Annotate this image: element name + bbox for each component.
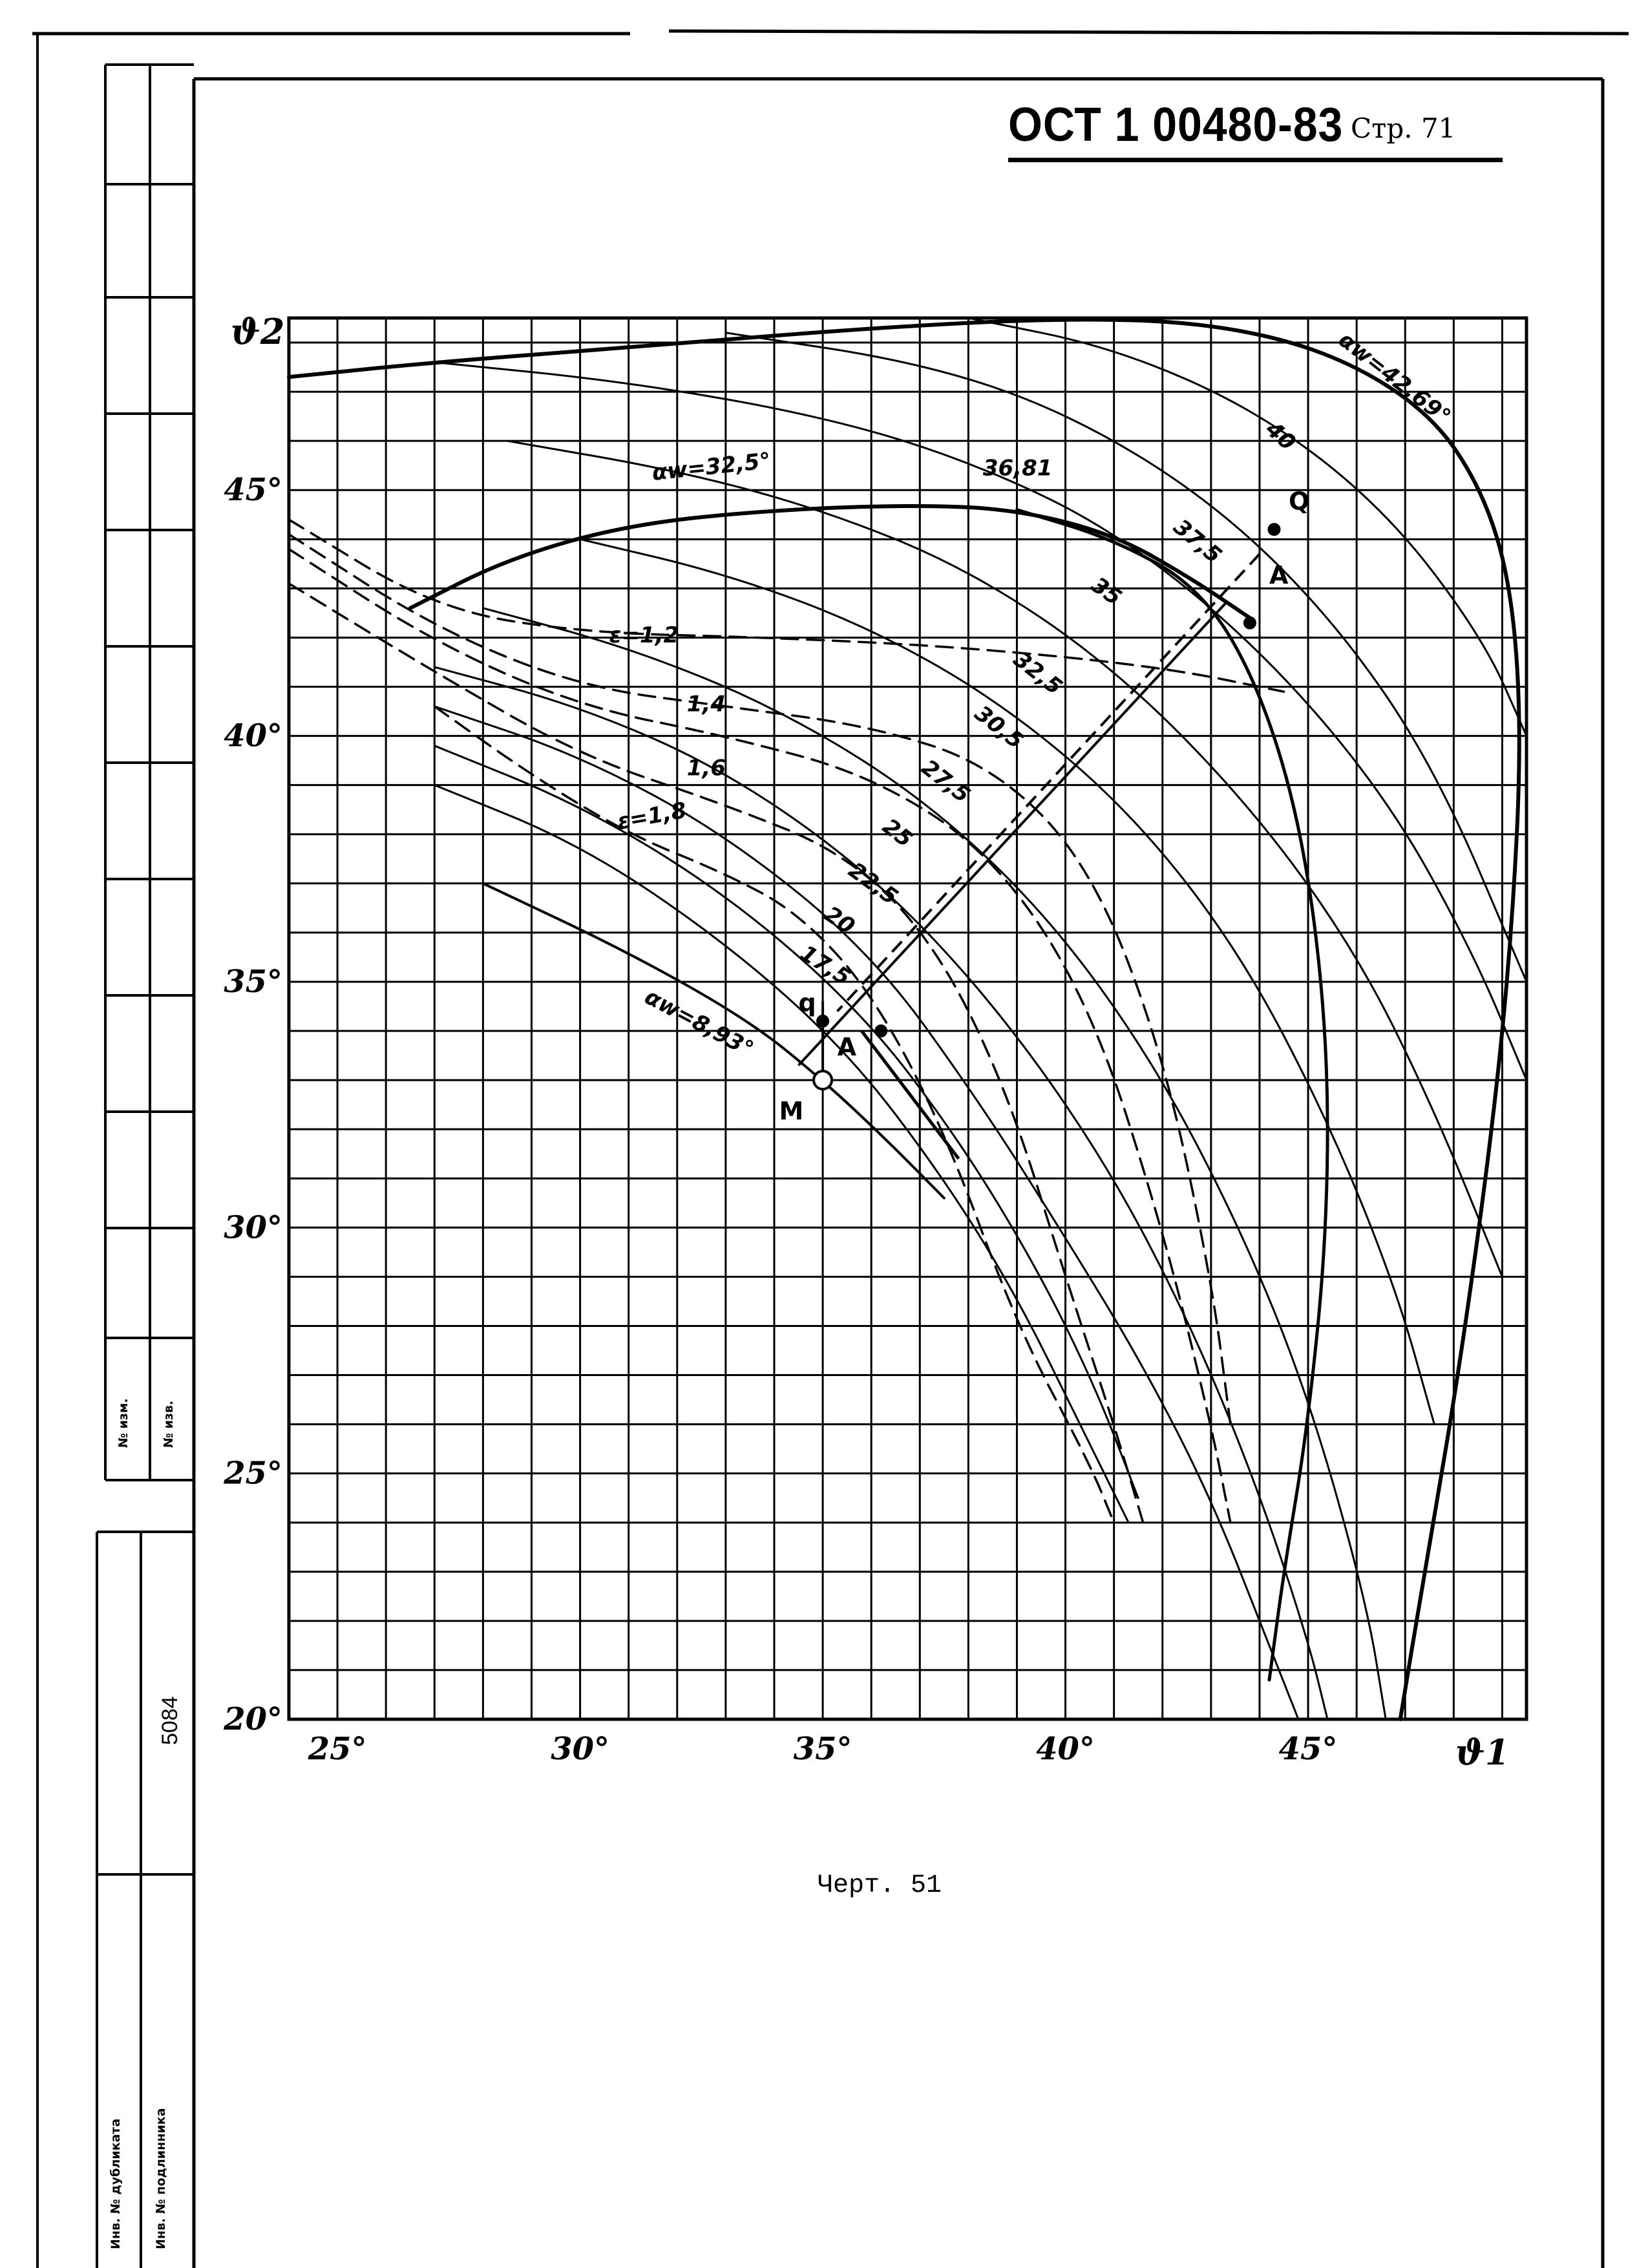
alpha-curve-13 xyxy=(287,317,1521,1721)
alpha-curve-6 xyxy=(579,538,1435,1426)
epsilon-curve-1 xyxy=(288,547,1232,1524)
epsilon-curve-label: 1,4 xyxy=(687,692,726,717)
point-marker xyxy=(1267,523,1281,536)
alpha-curve-label: αw=8,93° xyxy=(640,984,757,1063)
alpha-curve-2 xyxy=(433,745,1139,1500)
point-label: Q xyxy=(1289,487,1309,516)
point-label: A xyxy=(1269,561,1289,589)
x-tick-label: 40° xyxy=(1036,1731,1095,1767)
construction-line-3 xyxy=(860,1030,960,1160)
alpha-curve-8 xyxy=(433,361,1528,1081)
header-underline xyxy=(1008,158,1503,162)
epsilon-curve-4 xyxy=(288,533,1232,1426)
y-tick-label: 30° xyxy=(224,1209,282,1245)
alpha-curve-4 xyxy=(433,666,1329,1721)
alpha-curve-label: 20 xyxy=(819,901,860,940)
alpha-curve-10 xyxy=(967,317,1528,737)
alpha-curve-11 xyxy=(408,503,1252,620)
y-tick-label: 40° xyxy=(224,718,282,754)
y-axis-label: ϑ2 xyxy=(231,311,284,352)
plot-border xyxy=(287,316,1528,1721)
alpha-curve-3 xyxy=(433,705,1300,1721)
point-marker xyxy=(816,1014,830,1028)
y-tick-label: 35° xyxy=(224,964,282,1000)
alpha-curve-label: 37,5 xyxy=(1168,514,1227,569)
x-axis-label: ϑ1 xyxy=(1455,1732,1509,1773)
construction-line-0 xyxy=(836,553,1261,1012)
y-tick-label: 45° xyxy=(224,472,282,508)
x-tick-label: 30° xyxy=(551,1731,609,1767)
alpha-curve-label: 17,5 xyxy=(796,940,855,991)
epsilon-curve-3 xyxy=(433,705,1115,1524)
document-code: ОСТ 1 00480-83 xyxy=(1008,98,1344,151)
construction-line-1 xyxy=(798,602,1227,1066)
labels: αw=8,93°17,52022,52527,530,532,53537,540… xyxy=(223,311,1509,1773)
point-marker xyxy=(874,1024,888,1038)
point-marker xyxy=(812,1070,834,1091)
point-marker xyxy=(1243,616,1256,630)
epsilon-curve-label: 1,6 xyxy=(687,755,726,781)
x-tick-label: 25° xyxy=(308,1731,367,1767)
alpha-curve-label: 25 xyxy=(878,814,918,853)
point-label: M xyxy=(779,1097,803,1125)
x-tick-label: 35° xyxy=(794,1731,852,1767)
x-tick-label: 45° xyxy=(1279,1731,1338,1767)
epsilon-curve-2 xyxy=(288,582,1145,1524)
alpha-curve-label: 35 xyxy=(1086,572,1126,611)
alpha-curve-label: 36,81 xyxy=(983,455,1053,481)
point-label: A xyxy=(838,1033,857,1061)
point-label: q xyxy=(799,989,816,1017)
curves xyxy=(287,317,1528,1721)
alpha-curve-7 xyxy=(506,440,1503,1278)
figure-caption: Черт. 51 xyxy=(818,1871,942,1900)
alpha-curve-9 xyxy=(724,332,1528,983)
page-number: Стр. 71 xyxy=(1351,112,1456,144)
alpha-curve-1 xyxy=(433,784,1130,1524)
alpha-curve-5 xyxy=(481,607,1387,1721)
y-tick-label: 20° xyxy=(223,1701,282,1737)
y-tick-label: 25° xyxy=(223,1456,282,1492)
alpha-curve-label: 30,5 xyxy=(969,701,1028,754)
alpha-curve-label: 27,5 xyxy=(916,754,975,808)
epsilon-curve-label: ε=1,2 xyxy=(609,622,679,648)
alpha-curve-12 xyxy=(1015,508,1329,1682)
alpha-curve-0 xyxy=(481,882,945,1200)
